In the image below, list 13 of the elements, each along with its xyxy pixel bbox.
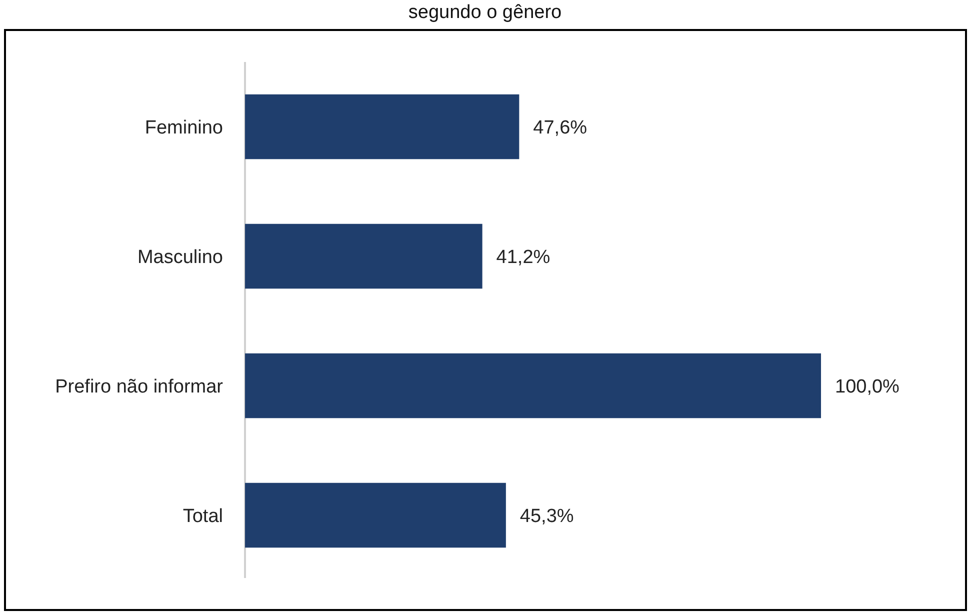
y-tick-label: Total bbox=[182, 506, 223, 527]
y-tick-label: Prefiro não informar bbox=[55, 376, 224, 398]
bar bbox=[245, 482, 506, 548]
data-label: 45,3% bbox=[520, 506, 574, 527]
data-label: 47,6% bbox=[533, 117, 588, 138]
data-label: 100,0% bbox=[835, 376, 900, 398]
data-label: 41,2% bbox=[496, 246, 550, 268]
y-tick-label: Feminino bbox=[144, 117, 223, 138]
bar bbox=[245, 224, 482, 289]
y-tick-label: Masculino bbox=[137, 246, 223, 268]
chart-title: segundo o gênero bbox=[408, 2, 562, 23]
bar bbox=[245, 94, 520, 160]
bar bbox=[245, 353, 821, 418]
